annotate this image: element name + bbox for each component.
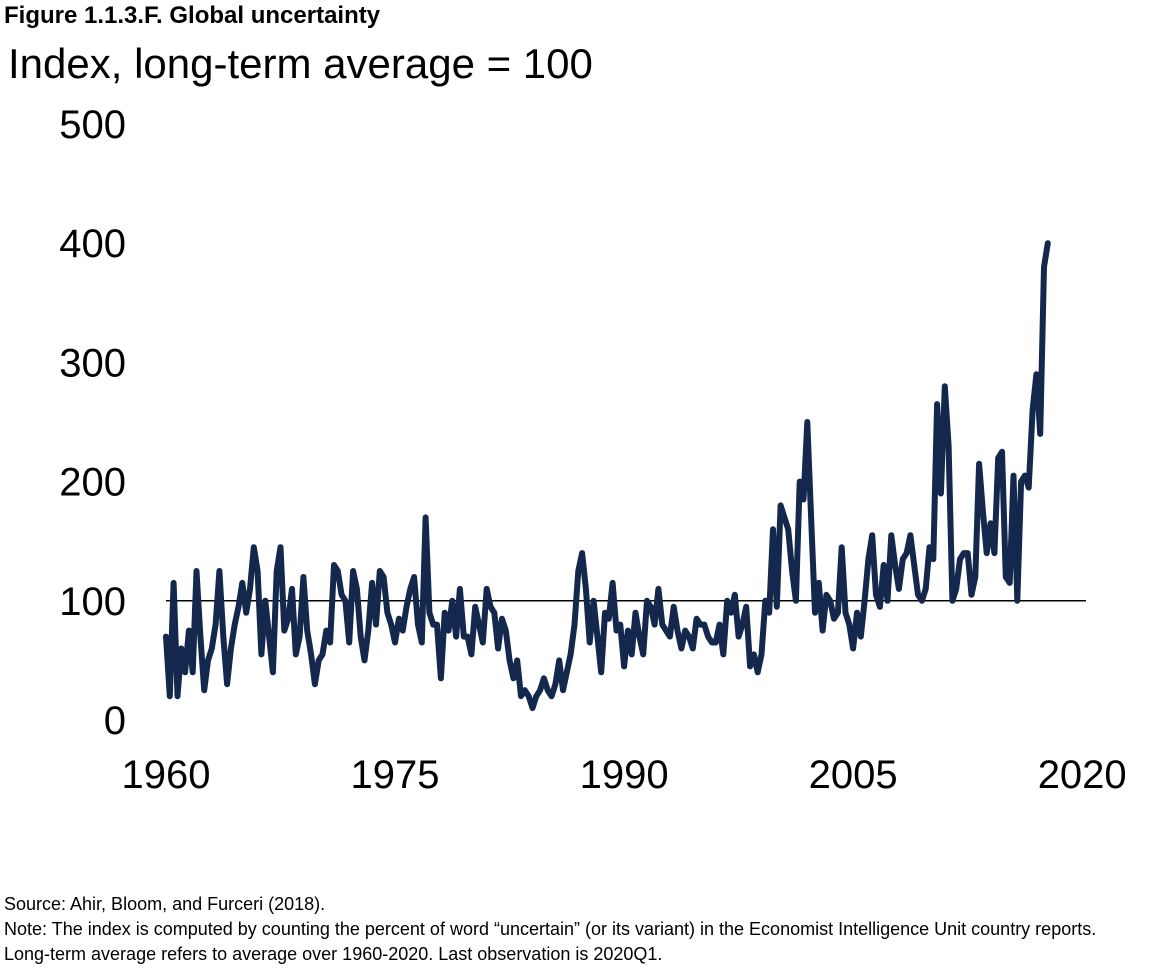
x-tick-label: 1975 (351, 753, 440, 797)
y-tick-label: 500 (59, 103, 126, 147)
y-axis-tick-labels: 0 100 200 300 400 500 (59, 103, 126, 743)
series-line-global-uncertainty (163, 240, 1051, 712)
x-tick-label: 1990 (580, 753, 669, 797)
x-axis-tick-labels: 1960 1975 1990 2005 2020 (122, 753, 1127, 797)
x-tick-label: 2005 (809, 753, 898, 797)
y-tick-label: 0 (104, 699, 126, 743)
line-chart: 0 100 200 300 400 500 1960 1975 1990 2005 2020 (59, 103, 1127, 797)
y-tick-label: 300 (59, 341, 126, 385)
y-axis-unit-label: Index, long-term average = 100 (8, 40, 593, 87)
chart-notes: Source: Ahir, Bloom, and Furceri (2018).… (4, 892, 1144, 967)
figure-title: Figure 1.1.3.F. Global uncertainty (4, 2, 381, 29)
source-text: Source: Ahir, Bloom, and Furceri (2018). (4, 894, 326, 914)
y-tick-label: 200 (59, 461, 126, 505)
x-tick-label: 1960 (122, 753, 211, 797)
note-text: Note: The index is computed by counting … (4, 919, 1097, 964)
y-tick-label: 400 (59, 222, 126, 266)
y-tick-label: 100 (59, 580, 126, 624)
x-tick-label: 2020 (1038, 753, 1127, 797)
